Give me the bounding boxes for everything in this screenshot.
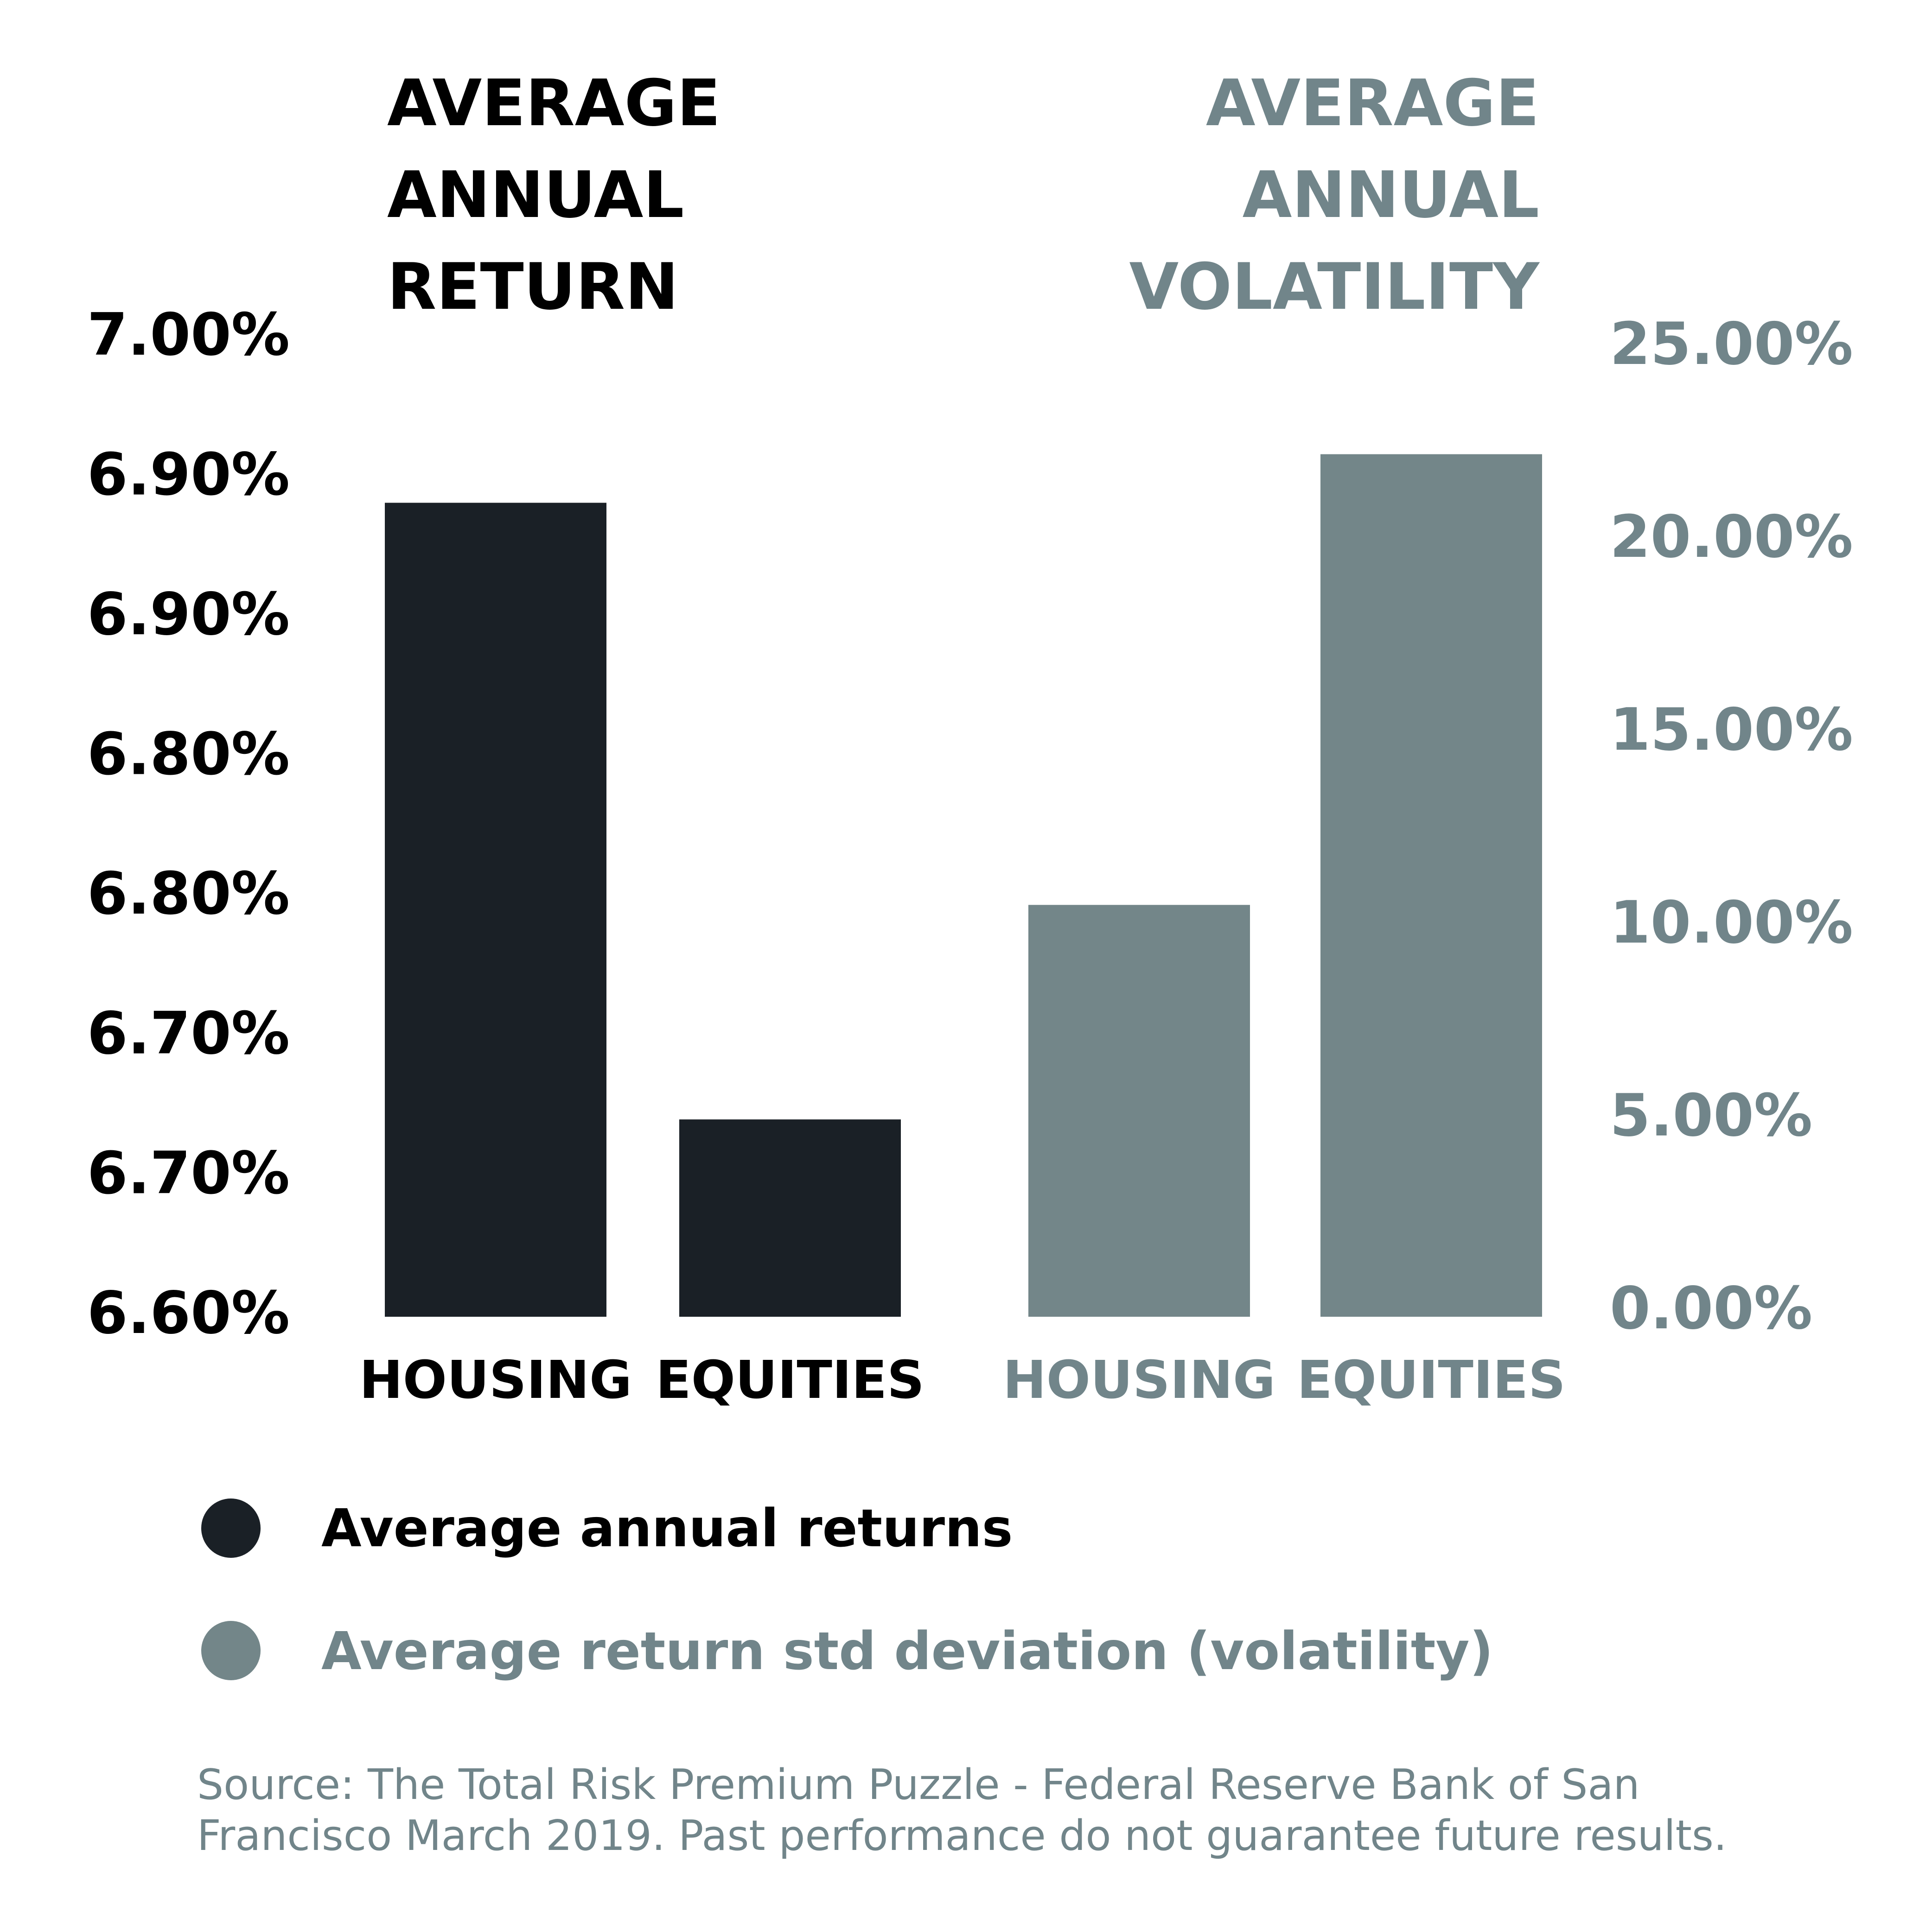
returns-y-tick-label: 6.60% [87, 1279, 290, 1347]
returns-bar-housing [385, 503, 606, 1317]
volatility-bar-housing [1028, 905, 1250, 1317]
returns-category-label-equities: EQUITIES [656, 1350, 925, 1410]
returns-y-tick-label: 6.70% [87, 999, 290, 1067]
volatility-y-tick-label: 0.00% [1610, 1274, 1812, 1342]
returns-bar-equities [679, 1119, 901, 1317]
volatility-y-tick-label: 10.00% [1610, 888, 1853, 956]
volatility-y-tick-label: 5.00% [1610, 1081, 1812, 1149]
returns-y-tick-label: 6.80% [87, 860, 290, 928]
returns-category-label-housing: HOUSING [359, 1350, 632, 1410]
volatility-y-tick-label: 20.00% [1610, 503, 1853, 571]
returns-y-axis: 7.00% 6.90% 6.90% 6.80% 6.80% 6.70% 6.70% 6.60% [87, 300, 290, 1347]
returns-y-tick-label: 6.90% [87, 580, 290, 648]
volatility-y-tick-label: 15.00% [1610, 695, 1853, 764]
returns-title-line-2: ANNUAL [387, 158, 684, 232]
volatility-category-label-equities: EQUITIES [1297, 1350, 1566, 1410]
returns-y-tick-label: 6.90% [87, 440, 290, 508]
source-line-1: Source: The Total Risk Premium Puzzle - … [197, 1760, 1640, 1809]
category-labels: HOUSING EQUITIES HOUSING EQUITIES [359, 1350, 1566, 1410]
returns-chart-title: AVERAGE ANNUAL RETURN [387, 66, 721, 324]
volatility-y-axis: 25.00% 20.00% 15.00% 10.00% 5.00% 0.00% [1610, 310, 1853, 1342]
returns-title-line-1: AVERAGE [387, 66, 721, 140]
volatility-y-tick-label: 25.00% [1610, 310, 1853, 378]
legend-marker-returns [201, 1498, 261, 1558]
volatility-category-label-housing: HOUSING [1003, 1350, 1275, 1410]
volatility-chart-title: AVERAGE ANNUAL VOLATILITY [1129, 66, 1540, 324]
volatility-title-line-1: AVERAGE [1206, 66, 1539, 140]
source-note: Source: The Total Risk Premium Puzzle - … [197, 1760, 1727, 1860]
source-line-2: Francisco March 2019. Past performance d… [197, 1811, 1727, 1860]
volatility-title-line-3: VOLATILITY [1129, 249, 1540, 324]
returns-y-tick-label: 6.80% [87, 720, 290, 788]
legend-marker-volatility [201, 1621, 261, 1680]
returns-title-line-3: RETURN [387, 249, 678, 324]
returns-y-tick-label: 6.70% [87, 1139, 290, 1207]
legend: Average annual returns Average return st… [201, 1498, 1493, 1682]
legend-label-volatility: Average return std deviation (volatility… [321, 1621, 1493, 1682]
legend-label-returns: Average annual returns [321, 1498, 1013, 1559]
volatility-bar-equities [1320, 454, 1542, 1317]
returns-y-tick-label: 7.00% [87, 300, 290, 369]
volatility-title-line-2: ANNUAL [1243, 158, 1539, 232]
bars [385, 454, 1542, 1317]
